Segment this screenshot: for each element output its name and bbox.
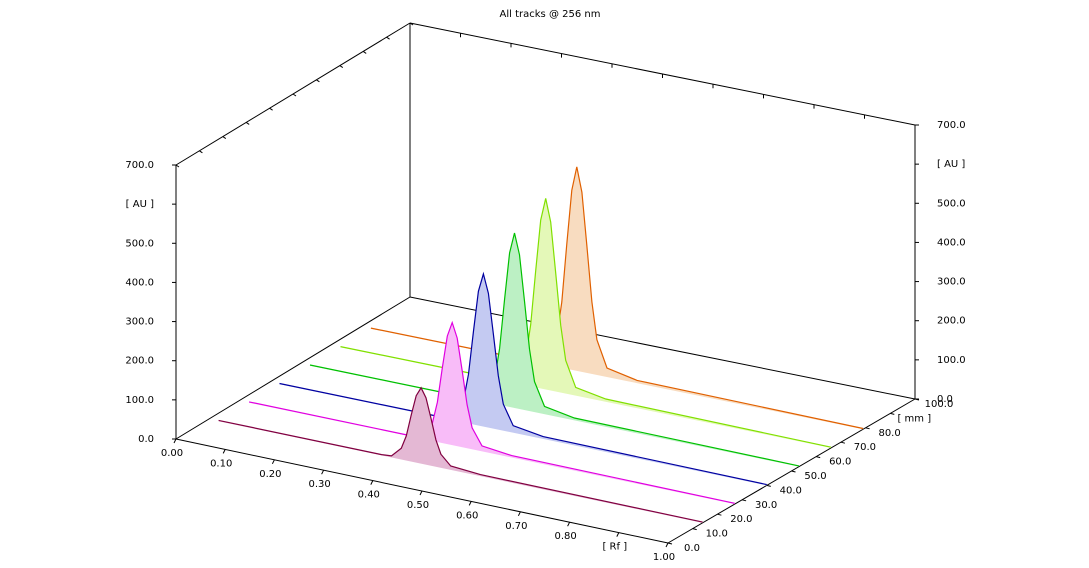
z-tick-label: 10.0 [706, 529, 728, 540]
y-tick-label: 400.0 [125, 277, 154, 288]
z-tick [766, 484, 771, 487]
y-tick-label: 200.0 [125, 356, 154, 367]
z-tick-top [339, 65, 344, 69]
z-tick-top [386, 36, 390, 40]
floor-back-edge [409, 296, 916, 400]
y2-tick-label: 0.0 [937, 394, 953, 405]
y-tick-label: 700.0 [125, 160, 154, 171]
y2-tick-label: 500.0 [937, 198, 966, 209]
chart-title: All tracks @ 256 nm [500, 9, 601, 20]
z-tick [741, 499, 747, 502]
z-tick-label: 20.0 [730, 514, 752, 525]
y2-tick-label: 400.0 [937, 237, 966, 248]
z-tick-top [269, 107, 273, 111]
z-tick [717, 513, 722, 516]
x-tick-label: 0.30 [308, 479, 330, 490]
x-tick [271, 459, 275, 465]
x-tick-label: 0.70 [505, 521, 527, 532]
y-tick-label: 100.0 [125, 395, 154, 406]
floor-left-edge [175, 296, 411, 440]
z-tick-label: 50.0 [804, 471, 826, 482]
z-tick [890, 412, 895, 415]
y-tick-label: 0.0 [138, 434, 154, 445]
z-tick-top [316, 79, 320, 83]
z-tick-label: 30.0 [755, 500, 777, 511]
z-tick-label: 0.0 [684, 543, 700, 554]
y2-tick-label: [ AU ] [937, 159, 965, 170]
z-tick-top [245, 121, 250, 125]
z-tick-top [362, 50, 367, 54]
x-tick-label: 0.60 [456, 510, 478, 521]
z-tick-top [292, 93, 297, 97]
track-area [370, 166, 864, 430]
x-tick [370, 480, 374, 485]
y2-tick-label: 700.0 [937, 120, 966, 131]
z-tick-label: [ mm ] [897, 413, 931, 424]
x-tick [468, 501, 472, 506]
x-tick-label: 0.50 [407, 500, 429, 511]
z-tick [914, 398, 920, 401]
x-tick [665, 542, 669, 548]
x-tick [419, 490, 423, 496]
z-tick [865, 427, 870, 430]
x-tick [321, 469, 325, 475]
z-tick-top [409, 22, 414, 26]
z-tick [667, 542, 673, 545]
z-tick [840, 441, 846, 444]
x-tick-label: [ Rf ] [602, 542, 627, 553]
z-tick-label: 80.0 [878, 428, 900, 439]
z-tick-top [175, 164, 180, 168]
z-tick-label: 100.0 [925, 399, 954, 410]
x-tick [616, 532, 620, 537]
z-tick-label: 60.0 [829, 457, 851, 468]
z-tick [692, 528, 697, 531]
z-tick-label: 40.0 [780, 485, 802, 496]
track-line [218, 386, 703, 523]
z-tick [816, 456, 821, 459]
x-tick-label: 0.20 [259, 469, 281, 480]
y2-tick-label: 200.0 [937, 316, 966, 327]
z-tick [791, 470, 796, 473]
y-tick-label: 500.0 [125, 238, 154, 249]
y-tick-label: 300.0 [125, 317, 154, 328]
x-tick [222, 449, 226, 454]
y-tick-label: [ AU ] [126, 199, 154, 210]
x-tick [567, 521, 571, 527]
x-tick-label: 0.40 [358, 490, 380, 501]
z-tick-top [222, 136, 227, 140]
z-tick-label: 70.0 [854, 442, 876, 453]
x-tick [173, 438, 177, 444]
x-tick [517, 511, 521, 517]
x-tick-label: 0.10 [210, 458, 232, 469]
y2-tick-label: 100.0 [937, 355, 966, 366]
z-tick-top [199, 150, 203, 154]
x-tick-label: 0.80 [554, 531, 576, 542]
x-tick-label: 0.00 [161, 448, 183, 459]
y2-tick-label: 300.0 [937, 277, 966, 288]
x-tick-label: 1.00 [653, 552, 675, 563]
